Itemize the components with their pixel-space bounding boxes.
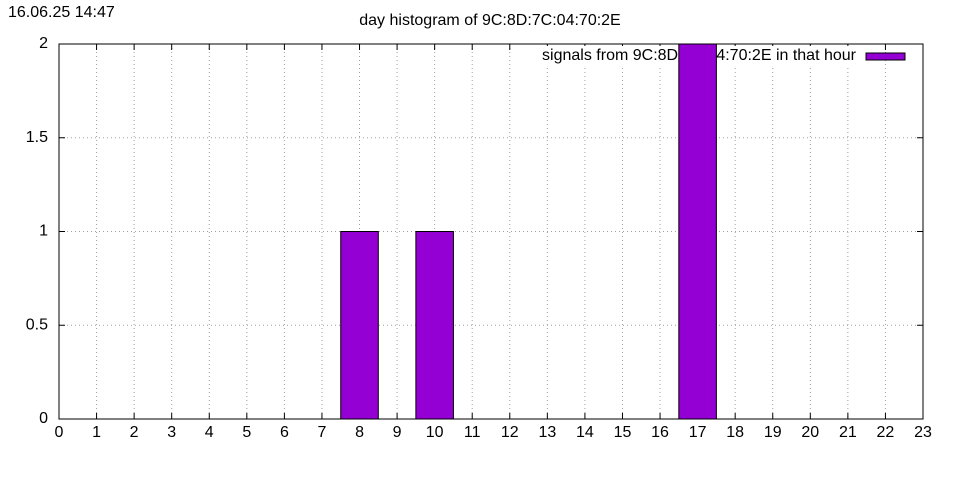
x-tick-label: 20	[801, 424, 819, 441]
x-tick-label: 9	[393, 424, 402, 441]
x-tick-label: 3	[167, 424, 176, 441]
x-tick-label: 19	[764, 424, 782, 441]
x-tick-label: 8	[355, 424, 364, 441]
x-tick-label: 6	[280, 424, 289, 441]
x-tick-label: 21	[839, 424, 857, 441]
bar	[678, 44, 717, 419]
x-tick-label: 11	[464, 424, 481, 441]
x-tick-label: 12	[501, 424, 519, 441]
x-tick-label: 2	[130, 424, 139, 441]
legend-swatch	[865, 52, 906, 61]
x-tick-label: 23	[914, 424, 932, 441]
x-tick-label: 10	[426, 424, 444, 441]
x-tick-label: 15	[614, 424, 632, 441]
y-tick-label: 0.5	[26, 316, 48, 333]
x-tick-label: 16	[651, 424, 669, 441]
plot-border	[58, 43, 924, 420]
y-tick-label: 0	[39, 410, 48, 427]
x-tick-label: 22	[877, 424, 895, 441]
bar	[415, 231, 454, 419]
y-tick-label: 1.5	[26, 129, 48, 146]
bar	[340, 231, 379, 419]
y-tick-label: 2	[39, 35, 48, 52]
chart-title: day histogram of 9C:8D:7C:04:70:2E	[359, 12, 620, 29]
y-tick-label: 1	[39, 223, 48, 240]
x-tick-label: 18	[726, 424, 744, 441]
x-tick-label: 5	[242, 424, 251, 441]
x-tick-label: 4	[205, 424, 214, 441]
x-tick-label: 7	[318, 424, 327, 441]
x-tick-label: 13	[538, 424, 556, 441]
x-tick-label: 14	[576, 424, 594, 441]
x-tick-label: 1	[92, 424, 101, 441]
timestamp: 16.06.25 14:47	[8, 4, 115, 21]
x-tick-label: 0	[55, 424, 64, 441]
x-tick-label: 17	[689, 424, 707, 441]
